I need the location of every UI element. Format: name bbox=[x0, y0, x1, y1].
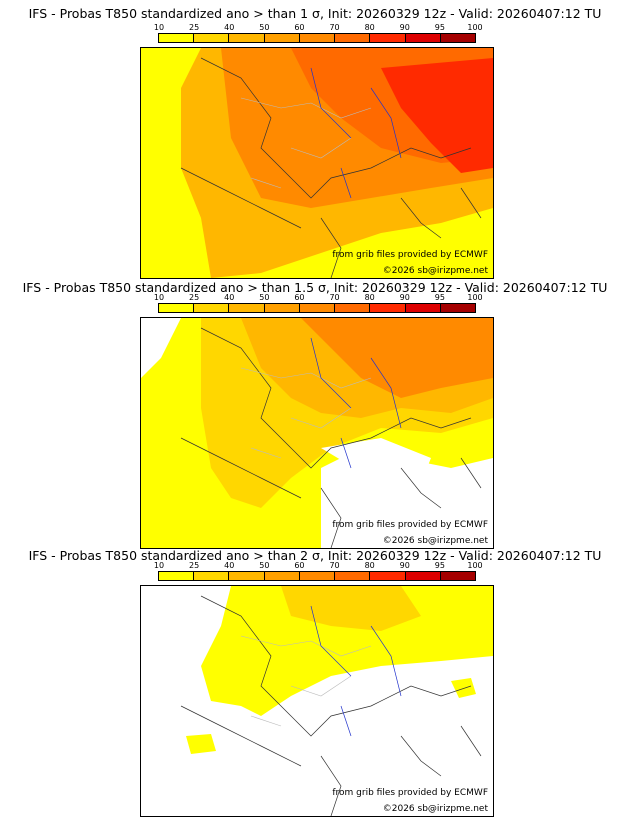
probability-field bbox=[381, 58, 493, 173]
country-borders bbox=[180, 595, 482, 816]
panel-title: IFS - Probas T850 standardized ano > tha… bbox=[28, 548, 602, 563]
rivers bbox=[310, 605, 402, 737]
probability-map: from grib files provided by ECMWF ©2026 … bbox=[140, 317, 494, 549]
legend-color-swatch bbox=[370, 34, 406, 42]
country-borders bbox=[180, 327, 482, 548]
legend-tick-label: 90 bbox=[399, 561, 410, 570]
no-probability-area bbox=[321, 438, 431, 483]
copyright-credit: ©2026 sb@irizpme.net bbox=[382, 536, 488, 546]
legend-color-bar bbox=[158, 303, 476, 313]
legend-tick-label: 40 bbox=[224, 23, 235, 32]
legend-color-swatch bbox=[299, 572, 336, 580]
legend-tick-label: 70 bbox=[329, 561, 340, 570]
legend-color-swatch bbox=[229, 34, 265, 42]
legend-tick-label: 95 bbox=[434, 23, 445, 32]
legend-color-swatch bbox=[335, 572, 371, 580]
legend-tick-label: 25 bbox=[189, 293, 200, 302]
probability-field bbox=[186, 734, 216, 754]
legend-tick-label: 50 bbox=[259, 293, 270, 302]
rivers bbox=[310, 337, 402, 469]
probability-map: from grib files provided by ECMWF ©2026 … bbox=[140, 47, 494, 279]
legend-tick-label: 60 bbox=[294, 23, 305, 32]
map-panel-3: IFS - Probas T850 standardized ano > tha… bbox=[0, 548, 630, 820]
legend-color-bar bbox=[158, 33, 476, 43]
legend-color-swatch bbox=[405, 34, 441, 42]
legend-tick-label: 10 bbox=[153, 561, 165, 570]
legend-tick-label: 40 bbox=[224, 293, 235, 302]
legend-color-swatch bbox=[405, 572, 441, 580]
legend-tick-label: 100 bbox=[467, 561, 483, 570]
legend-tick-label: 40 bbox=[224, 561, 235, 570]
legend-tick-label: 80 bbox=[364, 23, 375, 32]
legend-tick-label: 10 bbox=[153, 23, 165, 32]
legend-color-swatch bbox=[264, 34, 300, 42]
legend-color-swatch bbox=[370, 304, 406, 312]
legend-color-swatch bbox=[229, 572, 265, 580]
map-panel-1: IFS - Probas T850 standardized ano > tha… bbox=[0, 6, 630, 279]
panel-title: IFS - Probas T850 standardized ano > tha… bbox=[28, 6, 602, 21]
probability-field bbox=[281, 586, 421, 631]
legend-tick-label: 70 bbox=[329, 293, 340, 302]
legend-color-swatch bbox=[405, 304, 441, 312]
legend-color-swatch bbox=[159, 304, 195, 312]
legend-tick-label: 25 bbox=[189, 23, 200, 32]
legend-color-swatch bbox=[299, 304, 336, 312]
legend-color-swatch bbox=[194, 34, 230, 42]
legend-tick-label: 80 bbox=[364, 561, 375, 570]
legend-tick-label: 50 bbox=[259, 561, 270, 570]
legend-tick-label: 90 bbox=[399, 23, 410, 32]
copyright-credit: ©2026 sb@irizpme.net bbox=[382, 804, 488, 814]
legend-tick-label: 100 bbox=[467, 23, 483, 32]
country-borders bbox=[180, 57, 482, 278]
probability-field bbox=[301, 318, 493, 398]
rivers bbox=[310, 67, 402, 199]
legend-color-swatch bbox=[335, 304, 371, 312]
legend-color-swatch bbox=[159, 572, 195, 580]
legend-tick-label: 25 bbox=[189, 561, 200, 570]
legend-color-swatch bbox=[370, 572, 406, 580]
legend-color-swatch bbox=[440, 572, 475, 580]
map-graphic bbox=[141, 48, 493, 278]
legend-tick-labels: 10 25 40 50 60 70 80 90 95 100 bbox=[154, 23, 483, 33]
legend-tick-label: 70 bbox=[329, 23, 340, 32]
legend-tick-label: 100 bbox=[467, 293, 483, 302]
legend-color-swatch bbox=[194, 572, 230, 580]
legend-tick-label: 80 bbox=[364, 293, 375, 302]
legend-tick-labels: 10 25 40 50 60 70 80 90 95 100 bbox=[154, 561, 483, 571]
map-graphic bbox=[141, 586, 493, 816]
legend-tick-label: 60 bbox=[294, 561, 305, 570]
region-borders bbox=[240, 367, 372, 459]
legend-tick-label: 90 bbox=[399, 293, 410, 302]
data-source-credit: from grib files provided by ECMWF bbox=[332, 250, 488, 260]
legend-color-swatch bbox=[440, 304, 475, 312]
legend-color-swatch bbox=[264, 572, 300, 580]
legend-color-swatch bbox=[264, 304, 300, 312]
probability-field bbox=[141, 48, 201, 278]
legend-color-swatch bbox=[440, 34, 475, 42]
probability-map: from grib files provided by ECMWF ©2026 … bbox=[140, 585, 494, 817]
legend-tick-labels: 10 25 40 50 60 70 80 90 95 100 bbox=[154, 293, 483, 303]
legend-tick-label: 95 bbox=[434, 561, 445, 570]
legend-tick-label: 50 bbox=[259, 23, 270, 32]
map-graphic bbox=[141, 318, 493, 548]
probability-field bbox=[451, 678, 476, 698]
legend-tick-label: 60 bbox=[294, 293, 305, 302]
panel-title: IFS - Probas T850 standardized ano > tha… bbox=[22, 280, 608, 295]
copyright-credit: ©2026 sb@irizpme.net bbox=[382, 266, 488, 276]
legend-color-swatch bbox=[194, 304, 230, 312]
region-borders bbox=[240, 635, 372, 727]
map-panel-2: IFS - Probas T850 standardized ano > tha… bbox=[0, 280, 630, 549]
probability-field bbox=[201, 586, 493, 716]
region-borders bbox=[240, 97, 372, 189]
legend-color-swatch bbox=[229, 304, 265, 312]
legend-color-swatch bbox=[335, 34, 371, 42]
legend-color-swatch bbox=[159, 34, 195, 42]
legend-color-swatch bbox=[299, 34, 336, 42]
data-source-credit: from grib files provided by ECMWF bbox=[332, 788, 488, 798]
legend-tick-label: 95 bbox=[434, 293, 445, 302]
legend-color-bar bbox=[158, 571, 476, 581]
data-source-credit: from grib files provided by ECMWF bbox=[332, 520, 488, 530]
legend-tick-label: 10 bbox=[153, 293, 165, 302]
